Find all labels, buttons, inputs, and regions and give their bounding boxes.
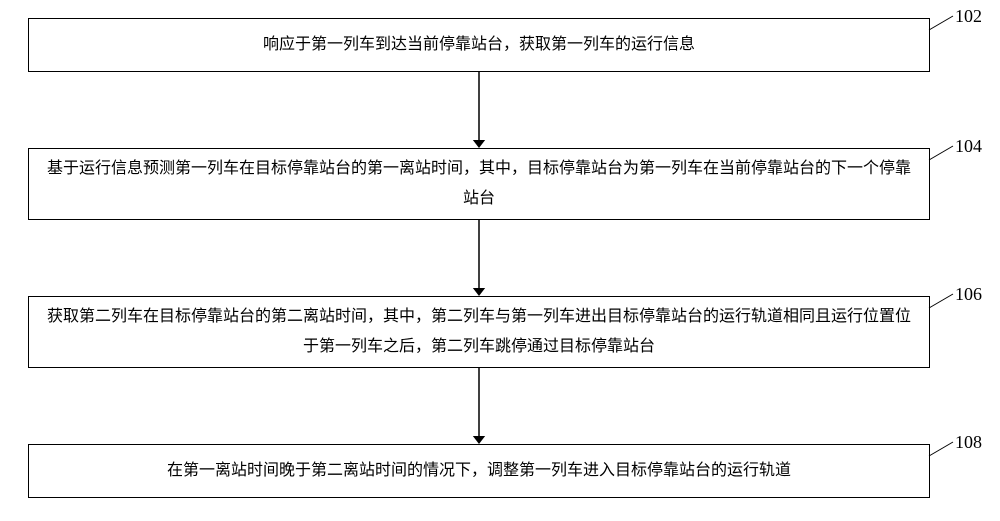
step-number-label: 102 [955, 6, 982, 27]
flow-step-text: 在第一离站时间晚于第二离站时间的情况下，调整第一列车进入目标停靠站台的运行轨道 [167, 456, 791, 486]
step-number-label: 108 [955, 432, 982, 453]
leader-line [927, 144, 957, 164]
leader-line [927, 440, 957, 460]
flow-step-text: 基于运行信息预测第一列车在目标停靠站台的第一离站时间，其中，目标停靠站台为第一列… [41, 154, 917, 215]
step-number-label: 106 [955, 284, 982, 305]
leader-line [927, 292, 957, 312]
flow-arrow [469, 368, 489, 444]
flow-arrow [469, 72, 489, 148]
flow-step-108: 在第一离站时间晚于第二离站时间的情况下，调整第一列车进入目标停靠站台的运行轨道 [28, 444, 930, 498]
flow-step-106: 获取第二列车在目标停靠站台的第二离站时间，其中，第二列车与第一列车进出目标停靠站… [28, 296, 930, 368]
step-number-label: 104 [955, 136, 982, 157]
flow-arrow [469, 220, 489, 296]
flow-step-104: 基于运行信息预测第一列车在目标停靠站台的第一离站时间，其中，目标停靠站台为第一列… [28, 148, 930, 220]
flow-step-102: 响应于第一列车到达当前停靠站台，获取第一列车的运行信息 [28, 18, 930, 72]
flow-step-text: 获取第二列车在目标停靠站台的第二离站时间，其中，第二列车与第一列车进出目标停靠站… [41, 302, 917, 363]
leader-line [927, 14, 957, 34]
flow-step-text: 响应于第一列车到达当前停靠站台，获取第一列车的运行信息 [263, 30, 695, 60]
flowchart-canvas: 响应于第一列车到达当前停靠站台，获取第一列车的运行信息 102 基于运行信息预测第一… [0, 0, 1000, 521]
